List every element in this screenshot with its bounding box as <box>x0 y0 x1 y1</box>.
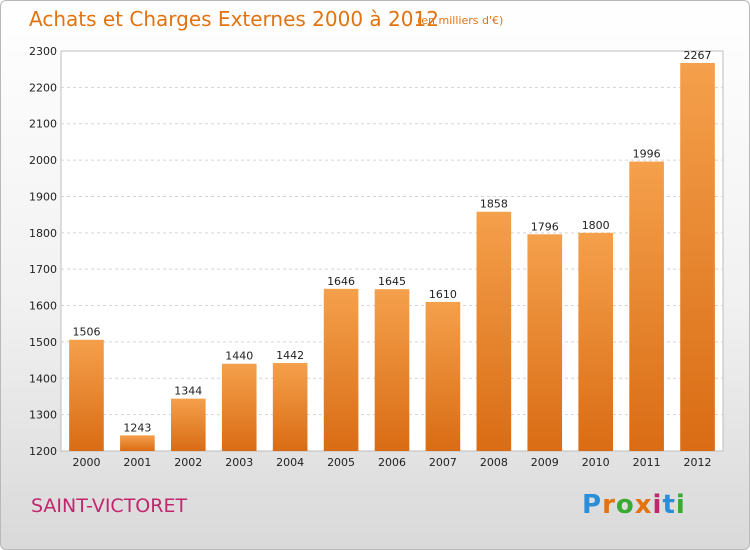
y-tick-label: 1500 <box>29 336 57 349</box>
y-tick-label: 2300 <box>29 45 57 58</box>
bar-2009 <box>527 234 563 451</box>
logo-letter: i <box>675 490 686 520</box>
bars <box>69 63 715 451</box>
data-labels: 1506 1243 1344 1440 1442 1646 1645 1610 1858 1796… <box>72 49 711 434</box>
bar-2006 <box>374 289 410 451</box>
bar-2010 <box>578 232 614 451</box>
x-tick-label: 2009 <box>531 456 559 469</box>
x-axis-ticks: 2000 2001 2002 2003 2004 2005 2006 2007 2008 2009… <box>72 456 711 469</box>
data-label: 1344 <box>174 385 202 398</box>
data-label: 1645 <box>378 275 406 288</box>
data-label: 1506 <box>72 326 100 339</box>
y-axis-ticks: 1200 1300 1400 1500 1600 1700 1800 1900 2000 2100… <box>29 45 57 458</box>
bar-2005 <box>323 288 359 451</box>
y-tick-label: 1300 <box>29 409 57 422</box>
town-name: SAINT-VICTORET <box>31 495 188 517</box>
y-tick-label: 1700 <box>29 263 57 276</box>
bar-2008 <box>476 211 512 451</box>
logo-letter: i <box>652 490 663 520</box>
bar-2007 <box>425 301 461 451</box>
x-tick-label: 2006 <box>378 456 406 469</box>
y-tick-label: 2200 <box>29 81 57 94</box>
logo-letter: t <box>662 490 676 520</box>
x-tick-label: 2012 <box>684 456 712 469</box>
bar-2000 <box>69 339 104 451</box>
x-tick-label: 2011 <box>633 456 661 469</box>
y-tick-label: 1200 <box>29 445 57 458</box>
proxiti-logo[interactable]: Proxiti <box>582 490 686 520</box>
logo-letter: P <box>582 490 603 520</box>
data-label: 1646 <box>327 275 355 288</box>
chart-title: Achats et Charges Externes 2000 à 2012 <box>29 7 439 31</box>
x-tick-label: 2003 <box>225 456 253 469</box>
data-label: 1796 <box>531 220 559 233</box>
bar-2011 <box>629 161 664 451</box>
data-label: 1858 <box>480 198 508 211</box>
data-label: 1996 <box>633 148 661 161</box>
x-tick-label: 2005 <box>327 456 355 469</box>
logo-letter: r <box>602 490 616 520</box>
data-label: 1800 <box>582 219 610 232</box>
y-tick-label: 2100 <box>29 118 57 131</box>
y-tick-label: 1600 <box>29 300 57 313</box>
chart-subtitle: (en milliers d'€) <box>417 14 504 27</box>
bar-2001 <box>120 435 155 451</box>
data-label: 2267 <box>684 49 712 62</box>
x-tick-label: 2008 <box>480 456 508 469</box>
bar-2003 <box>221 363 257 451</box>
y-tick-label: 1400 <box>29 372 57 385</box>
y-tick-label: 2000 <box>29 154 57 167</box>
data-label: 1610 <box>429 288 457 301</box>
x-tick-label: 2007 <box>429 456 457 469</box>
bar-2004 <box>272 363 308 451</box>
x-tick-label: 2000 <box>72 456 100 469</box>
y-tick-label: 1800 <box>29 227 57 240</box>
data-label: 1243 <box>123 421 151 434</box>
logo-letter: x <box>634 490 653 520</box>
y-tick-label: 1900 <box>29 190 57 203</box>
bar-2002 <box>170 398 206 451</box>
x-tick-label: 2010 <box>582 456 610 469</box>
data-label: 1440 <box>225 350 253 363</box>
x-tick-label: 2001 <box>123 456 151 469</box>
data-label: 1442 <box>276 349 304 362</box>
x-tick-label: 2004 <box>276 456 304 469</box>
logo-letter: o <box>615 490 635 520</box>
x-tick-label: 2002 <box>174 456 202 469</box>
bar-2012 <box>680 63 715 451</box>
